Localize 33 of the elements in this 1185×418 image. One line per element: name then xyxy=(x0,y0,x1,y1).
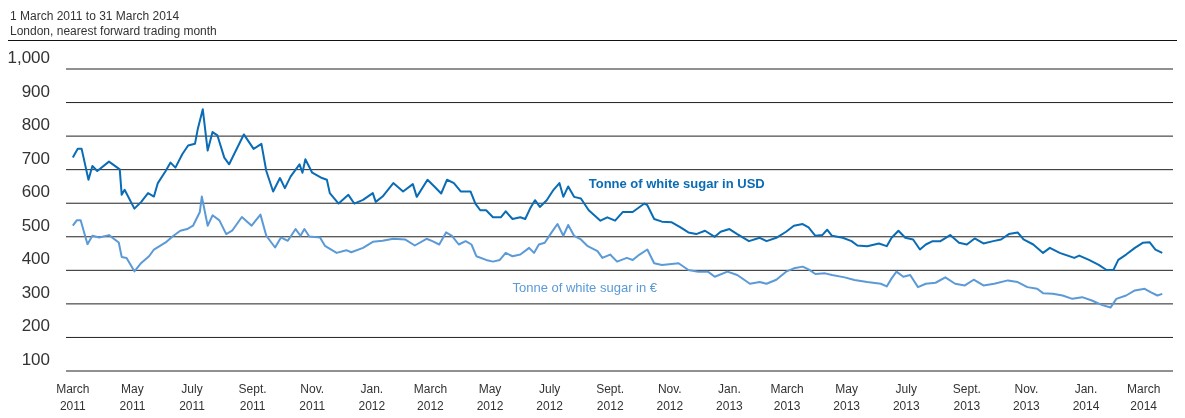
x-tick-label: May 2012 xyxy=(476,382,504,413)
x-tick-label: Jan. 2013 xyxy=(716,382,744,413)
x-tick-label: Sept. 2011 xyxy=(238,382,267,413)
x-tick-label: Jan. 2012 xyxy=(358,382,386,413)
y-tick-label: 700 xyxy=(21,148,50,168)
series-label: Tonne of white sugar in € xyxy=(512,280,658,296)
x-tick-label: July 2012 xyxy=(536,382,564,413)
chart-title: 1 March 2011 to 31 March 2014 xyxy=(9,8,181,24)
x-tick-label: March 2012 xyxy=(413,382,448,413)
x-tick-label: May 2011 xyxy=(119,382,146,413)
x-tick-label: Sept. 2013 xyxy=(952,382,981,413)
x-tick-label: Sept. 2012 xyxy=(596,382,625,413)
x-tick-label: Nov. 2011 xyxy=(299,382,326,413)
y-tick-label: 900 xyxy=(21,81,50,101)
x-tick-label: July 2011 xyxy=(179,382,206,413)
x-tick-label: March 2013 xyxy=(770,382,804,413)
series-label: Tonne of white sugar in USD xyxy=(588,176,765,192)
y-tick-label: 600 xyxy=(21,182,50,202)
x-tick-label: July 2013 xyxy=(892,382,920,413)
y-tick-label: 300 xyxy=(21,282,50,302)
x-tick-label: March 2011 xyxy=(56,382,90,413)
x-tick-label: Nov. 2013 xyxy=(1013,382,1041,413)
x-tick-label: Jan. 2014 xyxy=(1072,382,1100,413)
y-tick-label: 1,000 xyxy=(7,48,50,67)
y-tick-label: 500 xyxy=(21,215,50,235)
y-tick-label: 100 xyxy=(21,350,50,369)
y-tick-label: 400 xyxy=(21,249,50,269)
y-tick-label: 800 xyxy=(21,115,50,135)
y-tick-label: 200 xyxy=(21,316,50,336)
x-tick-label: Nov. 2012 xyxy=(656,382,684,413)
chart-subtitle: London, nearest forward trading month xyxy=(8,24,1177,41)
x-tick-label: March 2014 xyxy=(1127,382,1161,413)
x-tick-label: May 2013 xyxy=(833,382,861,413)
